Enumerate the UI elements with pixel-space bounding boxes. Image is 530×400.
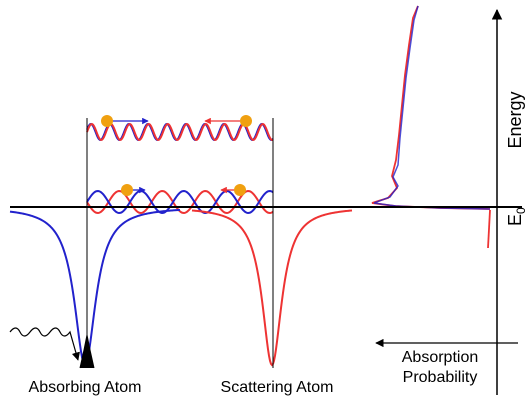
scattering-label: Scattering Atom <box>221 379 334 396</box>
absorption-label: Absorption <box>402 349 479 366</box>
absorbing-label: Absorbing Atom <box>29 379 142 396</box>
spectrum-blue <box>373 5 491 210</box>
absorber-well <box>9 208 181 367</box>
photon-arrow <box>9 327 80 361</box>
edge-label-sub: 0 <box>514 207 528 214</box>
edge-label: E0 <box>505 207 528 226</box>
electron <box>121 184 133 196</box>
electron <box>234 184 246 196</box>
energy-label: Energy <box>505 91 525 148</box>
core-peak <box>79 334 95 369</box>
electron <box>240 115 252 127</box>
spectrum-red <box>371 5 491 210</box>
wave-blue <box>86 190 274 214</box>
scatterer-well <box>191 209 353 367</box>
diagram-shapes <box>9 5 522 395</box>
spectrum-tail <box>487 209 491 249</box>
electron <box>101 115 113 127</box>
edge-label-main: E <box>505 214 525 226</box>
probability-label: Probability <box>403 369 478 386</box>
